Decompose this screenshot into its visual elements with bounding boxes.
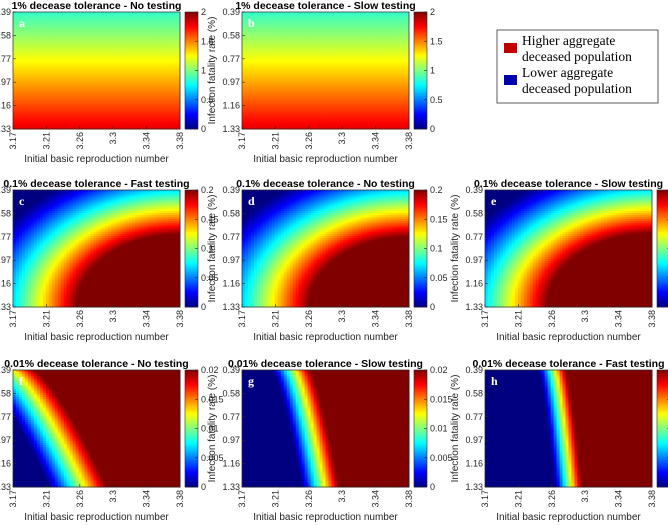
y-tick-label: 0.58 [0,30,11,40]
y-tick-label: 0.97 [0,77,11,87]
colorbar-tick-label: 2 [201,7,206,17]
colorbar-tick-label: 1 [201,66,206,76]
y-tick-label: 1.16 [0,101,11,111]
x-tick-label: 3.38 [175,132,185,150]
panel-title: 1% decease tolerance - No testing [12,0,182,12]
y-tick-label: 1.33 [0,124,11,134]
colorbar-tick-label: 0 [201,124,206,134]
heatmap-panel-b: 1% decease tolerance - Slow testingb3.17… [207,0,443,165]
x-tick-label: 3.17 [8,132,18,150]
heatmap-panel-a: 1% decease tolerance - No testing a 3.17 3.… [0,0,214,165]
x-tick-label: 3.26 [75,132,85,150]
panel-letter: a [19,16,25,30]
figure: 1% decease tolerance - No testing a 3.17 3.… [0,0,668,525]
x-tick-label: 3.34 [142,132,152,150]
y-tick-label: 0.77 [0,54,11,64]
x-tick-label: 3.21 [41,132,51,150]
x-axis-label: Initial basic reproduction number [24,154,169,165]
x-tick-label: 3.3 [108,132,118,145]
y-tick-label: 0.39 [0,7,11,17]
